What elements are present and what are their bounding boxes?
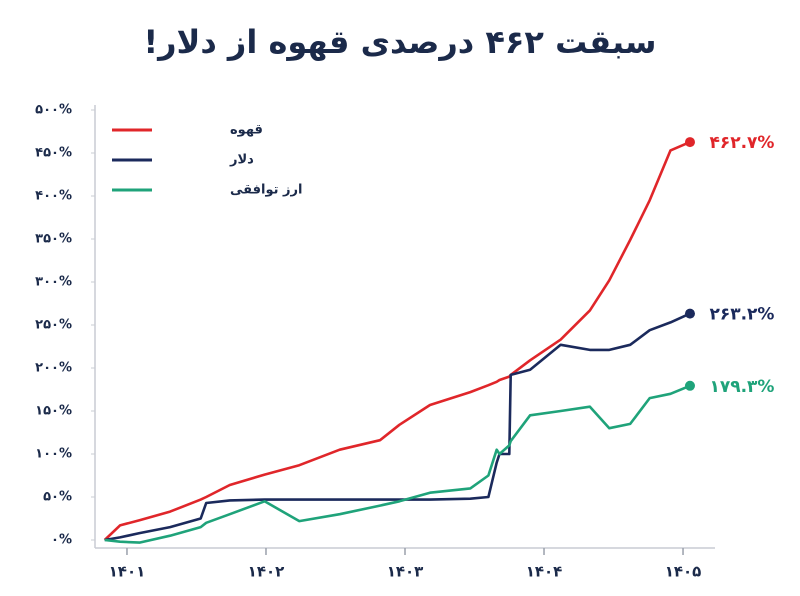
x-tick-label: ۱۴۰۱ [109,563,146,581]
value-label: ۴۶۲.۷% [709,133,774,153]
y-tick-label: ۲۰۰% [35,360,72,375]
y-tick-label: ۴۰۰% [35,188,72,203]
y-tick-label: ۵۰% [43,490,72,505]
x-tick-label: ۱۴۰۵ [665,563,702,581]
end-dot [684,380,695,391]
value-label: ۱۷۹.۳% [709,377,774,397]
end-dot [684,308,695,319]
y-tick-label: ۲۵۰% [35,317,72,332]
legend-label: قهوه [230,123,263,138]
series-line [104,312,691,542]
value-label: ۲۶۳.۲% [709,305,774,325]
series-line [103,140,691,541]
legend-label: دلار [229,153,254,168]
x-tick-label: ۱۴۰۴ [526,563,563,581]
y-tick-label: ۴۵۰% [35,145,72,160]
y-tick-label: ۱۰۰% [35,446,72,461]
y-tick-label: ۰% [51,533,72,548]
y-tick-label: ۳۵۰% [35,231,72,246]
chart-title: سبقت ۴۶۲ درصدی قهوه از دلار! [144,23,657,61]
y-tick-label: ۳۰۰% [35,274,72,289]
x-tick-label: ۱۴۰۲ [248,563,285,581]
y-tick-label: ۵۰۰% [35,102,72,117]
x-tick-label: ۱۴۰۳ [387,563,424,581]
y-tick-label: ۱۵۰% [35,403,72,418]
legend-label: ارز توافقی [230,183,302,198]
series-line [104,384,691,544]
end-dot [684,137,695,148]
